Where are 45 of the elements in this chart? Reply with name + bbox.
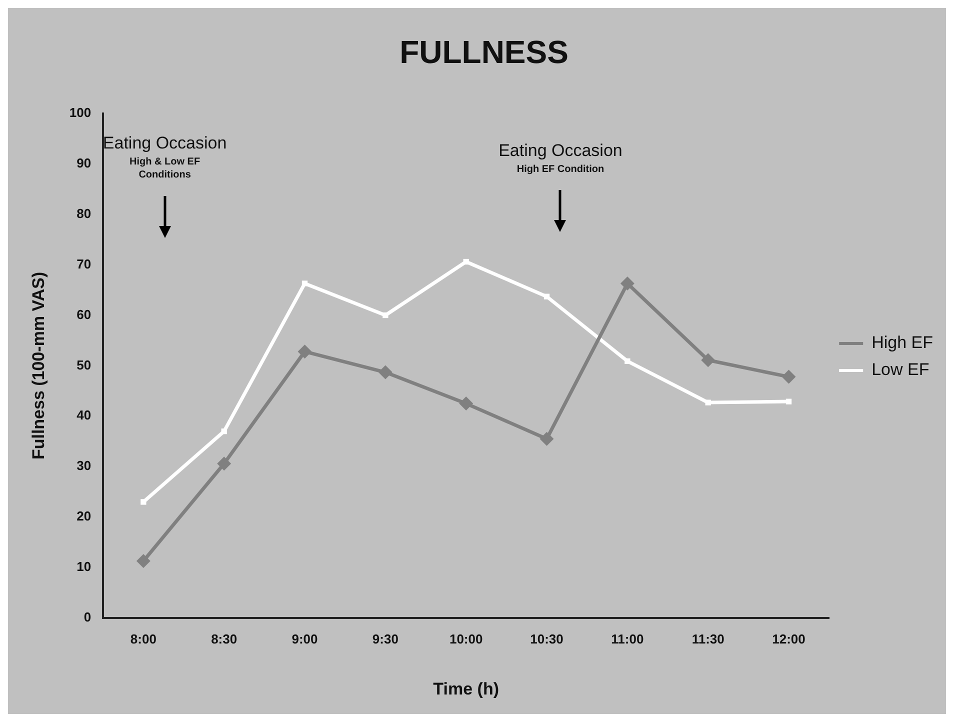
point <box>302 280 308 286</box>
x-tick-label: 11:00 <box>611 631 644 646</box>
point <box>786 398 792 404</box>
point <box>701 353 716 368</box>
x-tick-label: 11:30 <box>692 631 724 646</box>
x-axis-title: Time (h) <box>433 679 499 698</box>
x-tick-label: 9:30 <box>372 631 398 646</box>
y-tick-label: 20 <box>76 508 92 524</box>
point <box>620 276 634 290</box>
point <box>705 400 711 406</box>
y-tick-label: 40 <box>76 408 92 423</box>
point <box>624 358 630 364</box>
point <box>459 396 474 411</box>
annotation: Eating Occasion High & Low EF Conditions <box>102 133 227 180</box>
x-tick-label: 8:30 <box>211 631 238 646</box>
point <box>140 499 146 505</box>
x-tick-label: 12:00 <box>772 631 806 646</box>
legend-label: Low EF <box>872 360 930 380</box>
y-tick-label: 80 <box>76 206 92 221</box>
point <box>136 554 150 568</box>
point <box>782 370 796 384</box>
x-tick-label: 9:00 <box>292 631 318 646</box>
y-tick-label: 10 <box>76 559 92 574</box>
y-tick-label: 60 <box>76 306 92 322</box>
y-tick-label: 100 <box>69 104 92 120</box>
legend-label: High EF <box>872 333 934 352</box>
point <box>378 365 392 380</box>
point <box>382 312 388 318</box>
point <box>544 294 550 300</box>
point <box>221 428 227 434</box>
y-tick-label: 70 <box>76 256 92 272</box>
point <box>540 432 554 446</box>
point <box>217 456 232 471</box>
x-tick-label: 10:30 <box>530 631 564 646</box>
y-tick-label: 30 <box>76 458 92 474</box>
point <box>463 258 469 265</box>
y-tick-label: 0 <box>84 610 92 625</box>
point <box>298 344 312 359</box>
y-tick-label: 50 <box>76 357 92 372</box>
x-tick-label: 10:00 <box>449 631 483 646</box>
y-tick-label: 90 <box>76 155 92 170</box>
chart-title: FULLNESS <box>400 34 568 70</box>
x-tick-label: 8:00 <box>130 631 156 646</box>
annotation: Eating Occasion High EF Condition <box>498 140 622 175</box>
y-axis-title: Fullness (100-mm VAS) <box>28 272 48 460</box>
